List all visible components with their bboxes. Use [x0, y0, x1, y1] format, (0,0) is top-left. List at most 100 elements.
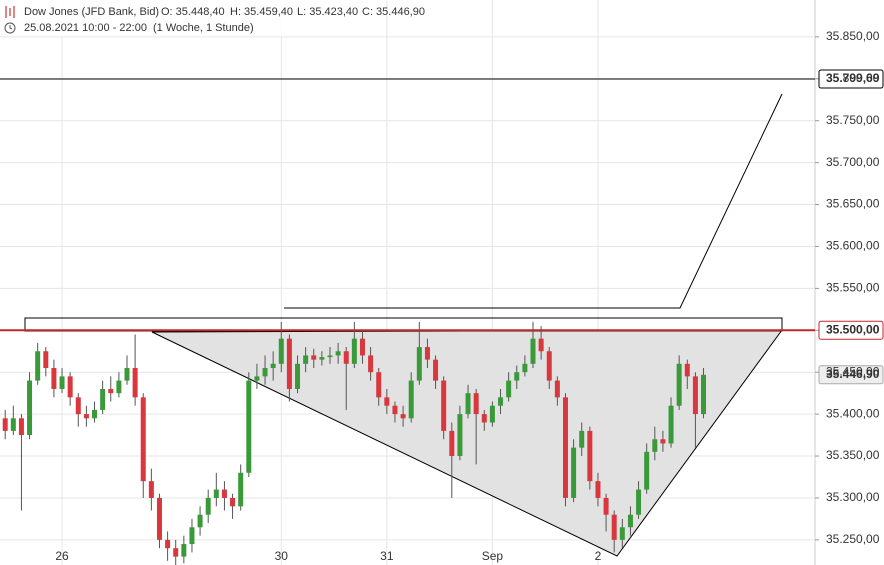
- candle-body: [433, 359, 439, 381]
- candle-body: [124, 368, 130, 381]
- x-tick-label: 26: [55, 549, 69, 563]
- candle-body: [676, 363, 682, 406]
- candle-body: [2, 418, 8, 431]
- candle-body: [392, 405, 398, 415]
- close: C: 35.446,90: [362, 6, 425, 18]
- candle-body: [343, 351, 349, 364]
- candle-body: [205, 497, 211, 515]
- candle-body: [611, 514, 617, 540]
- candle-body: [587, 430, 593, 482]
- price-box: [818, 69, 884, 89]
- candle-body: [684, 363, 690, 377]
- candle-body: [351, 338, 357, 364]
- x-tick-label: 2: [595, 549, 602, 563]
- candle-body: [498, 397, 504, 406]
- candle-body: [319, 357, 325, 360]
- candle-body: [579, 430, 585, 448]
- x-tick-label: 30: [275, 549, 289, 563]
- candle-body: [173, 548, 179, 557]
- candle-body: [538, 338, 544, 352]
- y-tick-label: 35.500,00: [826, 322, 880, 336]
- price-box: [818, 365, 884, 385]
- candle-body: [238, 472, 244, 507]
- candle-body: [295, 363, 301, 389]
- candle-body: [35, 351, 41, 381]
- candle-body: [506, 380, 512, 398]
- candle-body: [424, 347, 430, 360]
- candle-body: [400, 414, 406, 419]
- candle-body: [619, 527, 625, 540]
- candle-body: [554, 380, 560, 398]
- candle-body: [286, 338, 292, 389]
- candle-body: [595, 481, 601, 498]
- candle-body: [83, 414, 89, 419]
- candle-body: [514, 372, 520, 381]
- candle-body: [384, 397, 390, 406]
- candle-body: [181, 544, 187, 557]
- y-tick-label: 35.550,00: [826, 281, 880, 295]
- candle-body: [100, 388, 106, 410]
- grid: [0, 0, 819, 565]
- candle-body: [189, 527, 195, 545]
- candle-body: [108, 388, 114, 394]
- candle-body: [457, 414, 463, 457]
- candle-body: [473, 393, 479, 415]
- y-tick-label: 35.700,00: [826, 155, 880, 169]
- candle-body: [327, 355, 333, 358]
- levels: 35.799,69 35.500,00 35.446,90: [0, 69, 884, 385]
- clock-hand: [9, 25, 13, 30]
- candles: [2, 321, 707, 565]
- y-tick-label: 35.350,00: [826, 448, 880, 462]
- price-label: 35.446,90: [826, 367, 880, 381]
- header-icons: [4, 6, 16, 34]
- candle-body: [278, 338, 284, 364]
- candle-body: [311, 355, 317, 360]
- clock-icon: [4, 22, 16, 34]
- candle-body: [270, 363, 276, 369]
- candle-body: [92, 409, 98, 419]
- y-tick-label: 35.650,00: [826, 197, 880, 211]
- candle-body: [75, 397, 81, 415]
- projection-line: [284, 93, 783, 309]
- candle-body: [359, 338, 365, 356]
- candle-body: [221, 489, 227, 498]
- candle-body: [408, 380, 414, 419]
- x-tick-label: 31: [380, 549, 394, 563]
- candle-body: [644, 451, 650, 490]
- candle-body: [546, 351, 552, 381]
- candle-body: [254, 376, 260, 381]
- y-tick-label: 35.850,00: [826, 29, 880, 43]
- candle-body: [522, 363, 528, 373]
- y-tick-label: 35.750,00: [826, 113, 880, 127]
- candle-body: [148, 481, 154, 498]
- candle-body: [481, 414, 487, 423]
- y-tick-label: 35.250,00: [826, 532, 880, 546]
- y-tick-label: 35.300,00: [826, 490, 880, 504]
- candle-body: [652, 439, 658, 452]
- candle-body: [449, 430, 455, 457]
- candle-body: [27, 380, 33, 436]
- header-bg: [0, 0, 330, 36]
- candle-body: [197, 514, 203, 528]
- candle-body: [246, 380, 252, 473]
- candle-body: [59, 376, 65, 389]
- candle-body: [368, 355, 374, 373]
- y-tick-label: 35.800,00: [826, 71, 880, 85]
- price-box: [818, 320, 884, 340]
- price-label: 35.500,00: [826, 322, 880, 336]
- candle-body: [603, 497, 609, 515]
- candle-body: [562, 397, 568, 498]
- candle-body: [230, 497, 236, 507]
- candle-body: [51, 368, 57, 389]
- candle-body: [43, 351, 49, 369]
- candle-body: [692, 376, 698, 415]
- candle-body: [116, 380, 122, 394]
- candle-body: [67, 376, 73, 398]
- candle-body: [376, 372, 382, 398]
- candle-body: [627, 514, 633, 528]
- candle-body: [668, 405, 674, 444]
- candle-body: [441, 380, 447, 431]
- candle-body: [530, 338, 536, 364]
- open: O: 35.448,40: [161, 6, 225, 18]
